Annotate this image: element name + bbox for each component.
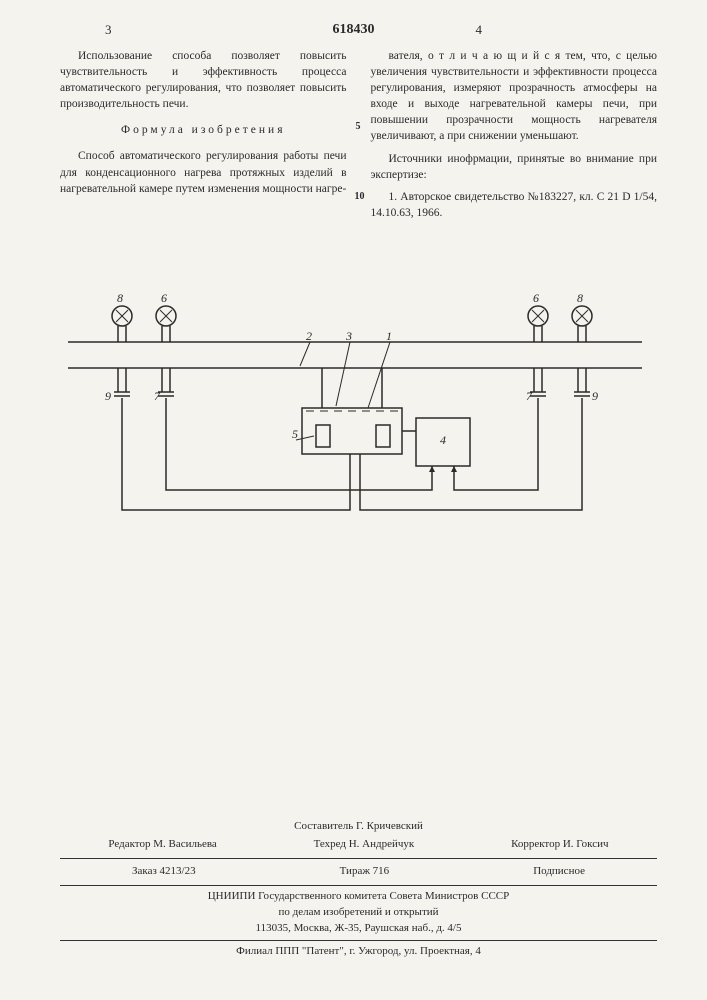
divider (60, 858, 657, 859)
right-column: вателя, о т л и ч а ю щ и й с я тем, что… (371, 48, 658, 227)
svg-text:9: 9 (105, 389, 111, 403)
svg-text:8: 8 (577, 291, 583, 305)
right-p3: 1. Авторское свидетельство №183227, кл. … (371, 189, 658, 221)
compiler-line: Составитель Г. Кричевский (60, 819, 657, 835)
svg-text:1: 1 (386, 329, 392, 343)
svg-text:7: 7 (526, 389, 533, 403)
tirage: Тираж 716 (340, 864, 390, 880)
order-row: Заказ 4213/23 Тираж 716 Подписное (60, 862, 657, 882)
svg-text:5: 5 (292, 427, 298, 441)
svg-text:3: 3 (345, 329, 352, 343)
filial: Филиал ППП "Патент", г. Ужгород, ул. Про… (60, 944, 657, 960)
podpisnoe: Подписное (533, 864, 585, 880)
addr: 113035, Москва, Ж-35, Раушская наб., д. … (60, 921, 657, 937)
document-number: 618430 (333, 22, 375, 38)
imprint-footer: Составитель Г. Кричевский Редактор М. Ва… (60, 819, 657, 960)
text-body: Использование способа позволяет по­высит… (60, 48, 657, 227)
org2: по делам изобретений и открытий (60, 905, 657, 921)
order: Заказ 4213/23 (132, 864, 196, 880)
page-number-left: 3 (105, 22, 112, 38)
right-p1: вателя, о т л и ч а ю щ и й с я тем, что… (371, 48, 658, 145)
editor: Редактор М. Васильева (108, 837, 216, 853)
corrector: Корректор И. Гоксич (511, 837, 609, 853)
margin-10: 10 (355, 190, 365, 204)
left-column: Использование способа позволяет по­высит… (60, 48, 347, 227)
techred: Техред Н. Андрейчук (314, 837, 415, 853)
svg-text:9: 9 (592, 389, 598, 403)
margin-5: 5 (356, 120, 361, 134)
svg-text:7: 7 (154, 389, 161, 403)
divider (60, 940, 657, 941)
svg-text:2: 2 (306, 329, 312, 343)
svg-text:6: 6 (533, 291, 539, 305)
left-p1: Использование способа позволяет по­высит… (60, 48, 347, 112)
formula-title: Формула изобретения (60, 122, 347, 138)
right-p2-label: Источники инофрмации, принятые во вниман… (371, 151, 658, 183)
svg-text:4: 4 (440, 433, 446, 447)
technical-diagram: 8 6 6 8 9 7 7 9 1 2 3 5 4 (60, 290, 650, 550)
page-number-right: 4 (476, 22, 483, 38)
credits-row: Редактор М. Васильева Техред Н. Андрейчу… (60, 835, 657, 855)
left-p2: Способ автоматического регулирования раб… (60, 148, 347, 196)
svg-text:8: 8 (117, 291, 123, 305)
org1: ЦНИИПИ Государственного комитета Совета … (60, 889, 657, 905)
divider (60, 885, 657, 886)
svg-text:6: 6 (161, 291, 167, 305)
